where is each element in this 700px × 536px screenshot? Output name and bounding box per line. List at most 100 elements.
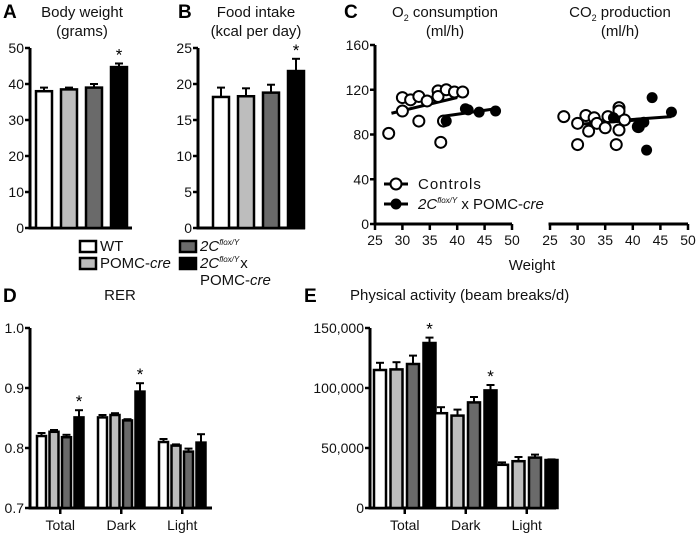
title-subscript: 2 <box>404 13 409 23</box>
title-text: consumption <box>409 4 498 21</box>
label-text: POMC- <box>100 255 150 272</box>
bar-total-0 <box>35 434 48 510</box>
y-tick-label: 30 <box>8 112 24 128</box>
control-point <box>431 89 445 103</box>
x-tick-label: 50 <box>680 232 696 248</box>
bar--3 <box>109 65 129 230</box>
significance-asterisk: * <box>76 392 83 411</box>
x-tick-label: Total <box>45 517 75 533</box>
control-point <box>395 104 409 118</box>
mutant-point <box>638 116 650 128</box>
bar-total-2 <box>60 435 73 510</box>
mutant-point <box>607 112 619 124</box>
x-tick-label: 35 <box>422 232 438 248</box>
subplot-units: (ml/h) <box>601 23 639 40</box>
x-tick-label: 45 <box>653 232 669 248</box>
y-tick-label: 150,000 <box>313 320 364 336</box>
panel-letter: A <box>3 2 17 23</box>
panel-title: RER <box>104 287 136 304</box>
x-tick-label: 40 <box>449 232 465 248</box>
label-italic: cre <box>250 272 271 289</box>
label-text: WT <box>100 238 123 255</box>
y-tick-label: 40 <box>8 76 24 92</box>
x-tick-label: Light <box>167 517 197 533</box>
scatter-subplot: CO2 production(ml/h)25 30 35 40 45 50 <box>542 4 696 248</box>
label-text: 2C <box>199 238 219 255</box>
scatter-legend: Controls 2Cflox/Y x POMC-cre <box>384 176 544 213</box>
y-tick-label: 1.0 <box>5 320 25 336</box>
y-tick-label: 160 <box>346 37 370 53</box>
bar-light-0 <box>157 440 170 510</box>
subplot-units: (ml/h) <box>426 23 464 40</box>
legend-label: POMC-cre <box>100 255 171 272</box>
panel-title: (kcal per day) <box>211 23 302 40</box>
title-subscript: 2 <box>592 13 597 23</box>
subplot-title: CO2 production <box>569 4 671 23</box>
open-circle-icon <box>389 177 403 191</box>
control-point <box>456 85 470 99</box>
significance-asterisk: * <box>426 320 433 339</box>
legend-swatch <box>178 256 198 271</box>
control-point <box>598 121 612 135</box>
panel-title: Physical activity (beam breaks/d) <box>350 287 569 304</box>
panel-letter: B <box>178 2 192 23</box>
bar-light-0 <box>494 463 510 510</box>
filled-circle-icon <box>390 198 402 210</box>
panel-title: (grams) <box>56 23 108 40</box>
label-text: x <box>240 255 248 272</box>
control-point <box>582 124 596 138</box>
y-tick-label: 40 <box>353 171 369 187</box>
bar-dark-1 <box>450 414 465 510</box>
y-tick-label: 15 <box>176 112 192 128</box>
x-tick-label: Dark <box>106 517 137 533</box>
bar-light-2 <box>182 450 195 510</box>
mutant-point <box>440 115 452 127</box>
bar-light-1 <box>511 459 526 510</box>
control-point <box>382 126 396 140</box>
label-italic: cre <box>523 196 544 213</box>
label-superscript: flox/Y <box>219 255 240 264</box>
control-point <box>612 123 626 137</box>
panel-letter: E <box>304 286 317 307</box>
panel-B: B Food intake (kcal per day) 0 5 10 15 20 25 * <box>176 2 306 236</box>
x-tick-label: 30 <box>570 232 586 248</box>
mutant-point <box>462 104 474 116</box>
legend-label-controls: Controls <box>418 176 482 193</box>
panel-title: Body weight <box>41 4 124 21</box>
legend-label: 2Cflox/Y <box>199 238 240 255</box>
y-tick-label: 0 <box>16 220 24 236</box>
label-text: POMC- <box>200 272 250 289</box>
x-tick-label: Dark <box>451 517 482 533</box>
bar-dark-2 <box>121 419 134 510</box>
label-text: 2C <box>417 196 437 213</box>
control-point <box>420 94 434 108</box>
title-text: O <box>392 4 404 21</box>
panel-A: A Body weight (grams) 0 10 20 30 40 50 * <box>3 2 132 236</box>
panel-D: D RER 0.7 0.8 0.9 1.0 Total * Dark * Light <box>3 286 212 533</box>
y-tick-label: 10 <box>176 148 192 164</box>
mutant-point <box>490 105 502 117</box>
x-tick-label: Total <box>390 517 420 533</box>
bar-total-3 <box>422 341 437 510</box>
bar--0 <box>211 95 231 230</box>
legend-label: 2Cflox/Yx <box>199 255 248 272</box>
mutant-point <box>646 92 658 104</box>
mutant-point <box>665 106 677 118</box>
bar-dark-0 <box>433 411 449 510</box>
label-superscript: flox/Y <box>437 196 458 205</box>
control-point <box>434 135 448 149</box>
x-tick-label: 25 <box>542 232 558 248</box>
legend-swatch <box>78 239 98 254</box>
legend-label-line2: POMC-cre <box>200 272 271 289</box>
x-tick-label: 25 <box>367 232 383 248</box>
control-point <box>618 113 632 127</box>
y-tick-label: 0 <box>184 220 192 236</box>
bar-light-3 <box>195 441 207 510</box>
y-tick-label: 0.8 <box>5 440 25 456</box>
bar--1 <box>59 88 79 230</box>
bar-total-2 <box>405 362 421 510</box>
bar-total-3 <box>73 416 85 510</box>
y-tick-label: 50,000 <box>321 440 364 456</box>
